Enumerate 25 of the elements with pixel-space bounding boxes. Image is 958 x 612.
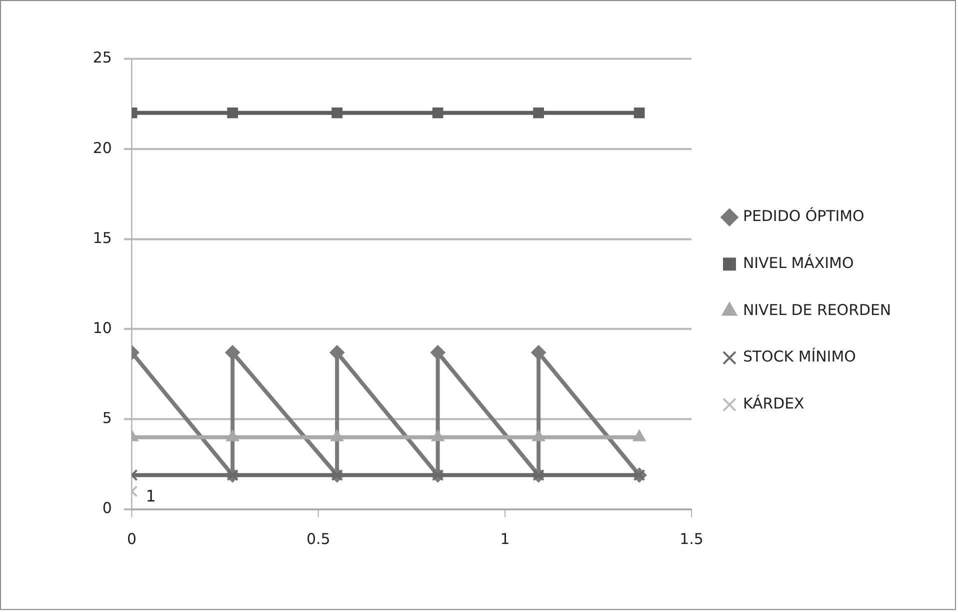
point <box>634 107 645 118</box>
legend-label: PEDIDO ÓPTIMO <box>742 207 864 226</box>
point <box>531 345 546 360</box>
y-tick-label: 10 <box>92 319 112 337</box>
point <box>430 345 446 360</box>
point <box>332 107 342 118</box>
x-tick-label: 1.5 <box>680 530 704 548</box>
x-tick-label: 0 <box>127 530 137 548</box>
y-tick-label: 0 <box>102 499 112 518</box>
legend-label: NIVEL MÁXIMO <box>742 254 854 272</box>
y-tick-label: 20 <box>92 138 112 157</box>
point <box>533 107 544 118</box>
y-tick-label: 25 <box>92 48 112 67</box>
data-label: 1 <box>146 486 156 506</box>
point <box>330 345 345 360</box>
legend-label: NIVEL DE REORDEN <box>742 300 892 319</box>
legend-label: KÁRDEX <box>742 394 804 413</box>
y-tick-label: 15 <box>92 228 112 247</box>
point <box>227 107 238 118</box>
point <box>225 345 240 360</box>
y-tick-label: 5 <box>102 409 112 428</box>
legend-label: STOCK MÍNIMO <box>742 348 856 366</box>
x-tick-label: 0.5 <box>306 530 330 548</box>
point <box>432 107 444 118</box>
x-tick-label: 1 <box>500 530 510 548</box>
